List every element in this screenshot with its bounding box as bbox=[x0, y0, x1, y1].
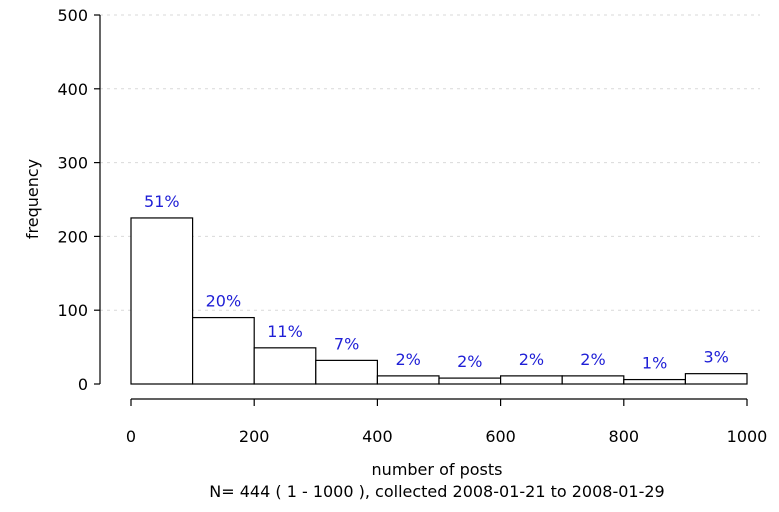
histogram-bar bbox=[623, 378, 686, 385]
y-tick-label: 0 bbox=[78, 375, 88, 394]
histogram-bar bbox=[561, 375, 625, 385]
histogram-bar bbox=[438, 377, 502, 385]
histogram-bar bbox=[376, 375, 440, 385]
y-axis-title: frequency bbox=[23, 159, 42, 239]
bar-percentage-label: 2% bbox=[396, 350, 421, 369]
x-tick-label: 200 bbox=[239, 427, 270, 446]
histogram-bar bbox=[253, 347, 317, 385]
y-tick-label: 100 bbox=[57, 301, 88, 320]
bar-percentage-label: 11% bbox=[267, 322, 303, 341]
histogram-bar bbox=[130, 217, 194, 385]
bar-percentage-label: 3% bbox=[704, 348, 729, 367]
y-tick-label: 500 bbox=[57, 6, 88, 25]
bar-percentage-label: 20% bbox=[206, 292, 242, 311]
x-tick-label: 1000 bbox=[727, 427, 768, 446]
histogram-bar bbox=[192, 316, 255, 385]
x-tick-label: 800 bbox=[609, 427, 640, 446]
grid-lines bbox=[100, 14, 760, 311]
y-tick-label: 300 bbox=[57, 154, 88, 173]
bar-percentage-label: 2% bbox=[457, 352, 482, 371]
bar-percentage-label: 51% bbox=[144, 192, 180, 211]
histogram-bar bbox=[684, 373, 748, 385]
y-tick-labels: 0 100 200 300 400 500 bbox=[57, 6, 88, 394]
bar-percentage-label: 2% bbox=[580, 350, 605, 369]
axes bbox=[94, 14, 748, 406]
x-tick-labels: 0 200 400 600 800 1000 bbox=[126, 427, 767, 446]
bar-percentage-label: 7% bbox=[334, 334, 359, 353]
x-axis-title: number of posts bbox=[372, 460, 503, 479]
histogram-bar bbox=[500, 375, 563, 385]
x-tick-label: 600 bbox=[485, 427, 516, 446]
y-tick-label: 200 bbox=[57, 227, 88, 246]
y-tick-label: 400 bbox=[57, 80, 88, 99]
x-tick-label: 0 bbox=[126, 427, 136, 446]
bar-percentage-label: 2% bbox=[519, 350, 544, 369]
bars bbox=[130, 217, 748, 385]
bar-percentage-label: 1% bbox=[642, 354, 667, 373]
chart-subtitle: N= 444 ( 1 - 1000 ), collected 2008-01-2… bbox=[209, 482, 664, 501]
bar-labels: 51% 20% 11% 7% 2% 2% 2% 2% 1% 3% bbox=[144, 192, 729, 373]
x-tick-label: 400 bbox=[362, 427, 393, 446]
histogram-bar bbox=[315, 359, 378, 385]
